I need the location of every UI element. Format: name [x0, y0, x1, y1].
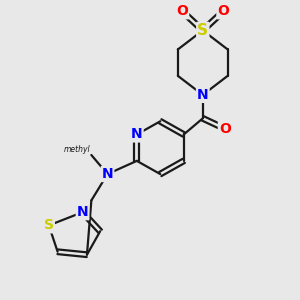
Text: N: N: [77, 205, 88, 219]
Text: N: N: [102, 167, 113, 181]
Text: S: S: [44, 218, 54, 233]
Text: S: S: [197, 23, 208, 38]
Text: O: O: [176, 4, 188, 18]
Text: O: O: [219, 122, 231, 136]
Text: O: O: [218, 4, 229, 18]
Text: methyl: methyl: [63, 145, 90, 154]
Text: N: N: [131, 128, 142, 142]
Text: N: N: [197, 88, 208, 102]
